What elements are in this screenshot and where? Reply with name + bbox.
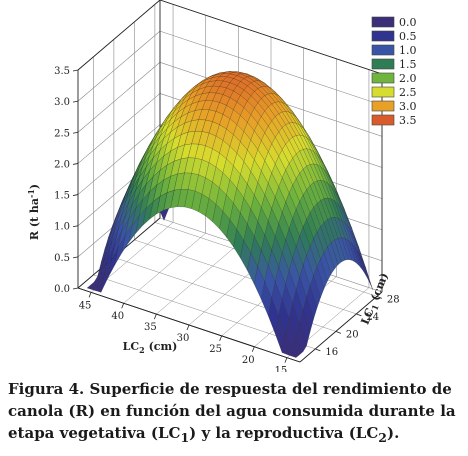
x-tick-label: 20	[242, 355, 255, 366]
x-tick-label: 25	[209, 344, 222, 355]
y-tick-mark	[376, 296, 383, 299]
figure-caption: Figura 4. Superficie de respuesta del re…	[8, 378, 460, 449]
legend-swatch	[371, 114, 395, 126]
box-edge	[159, 0, 383, 75]
x-axis-label: LC2 (cm)	[123, 340, 178, 355]
x-tick-label: 15	[275, 366, 288, 372]
x-tick-mark	[153, 313, 157, 320]
caption-subscript-2: 2	[378, 430, 387, 445]
caption-text-3: ).	[386, 424, 400, 442]
legend-swatch	[371, 16, 395, 28]
x-tick-label: 35	[144, 322, 157, 333]
box-edge	[77, 0, 161, 71]
response-surface	[86, 71, 374, 358]
legend-label: 2.0	[399, 72, 417, 85]
legend-swatch	[371, 86, 395, 98]
surface-patch	[358, 253, 370, 283]
x-tick-mark	[88, 292, 92, 298]
z-tick-label: 1.0	[54, 222, 70, 233]
x-tick-mark	[121, 303, 125, 309]
caption-text-2: ) y la reproductiva (LC	[189, 424, 379, 442]
caption-subscript-1: 1	[180, 430, 190, 445]
side-grid-line	[77, 93, 161, 164]
z-tick-label: 1.5	[54, 191, 70, 202]
chart-canvas: 0.00.51.01.52.02.53.03.54540353025201516…	[26, 0, 417, 372]
surface-chart: 0.0 0.5 1.0 1.5 2.0 2.5 3.0 3.5 45 40 35 30 25 20 15 16…	[26, 0, 417, 372]
legend-label: 2.5	[399, 86, 417, 99]
z-tick-label: 0.0	[54, 284, 70, 295]
x-tick-label: 45	[79, 300, 92, 311]
y-tick-label: 28	[387, 294, 400, 305]
legend-label: 3.5	[399, 114, 417, 127]
surface-patch	[288, 352, 300, 358]
x-tick-mark	[284, 357, 288, 363]
z-axis-label: R (t ha-1)	[26, 184, 41, 240]
y-tick-mark	[335, 331, 342, 334]
legend-swatch	[371, 44, 395, 56]
x-tick-mark	[186, 324, 190, 331]
axis-ticks: 0.0 0.5 1.0 1.5 2.0 2.5 3.0 3.5 45 40 35 30 25 20 15 16…	[54, 66, 400, 372]
z-tick-label: 3.5	[54, 66, 70, 77]
x-tick-label: 30	[177, 333, 190, 344]
y-tick-mark	[315, 348, 321, 352]
legend-label: 1.5	[399, 58, 417, 71]
z-tick-label: 0.5	[54, 253, 70, 264]
y-tick-label: 20	[346, 329, 359, 340]
legend-swatch	[371, 58, 395, 70]
z-tick-mark	[72, 100, 79, 103]
floor-grid-line	[123, 233, 206, 304]
legend-swatch	[371, 72, 395, 84]
z-tick-mark	[72, 163, 79, 165]
legend-label: 0.0	[399, 16, 417, 29]
z-tick-label: 3.0	[54, 97, 70, 108]
y-tick-label: 24	[366, 312, 379, 323]
caption-text: Superficie de respuesta del rendimiento …	[8, 380, 456, 442]
z-tick-label: 2.5	[54, 128, 70, 139]
legend-swatch	[371, 30, 395, 42]
legend-label: 1.0	[399, 44, 417, 57]
legend-label: 3.0	[399, 100, 417, 113]
side-grid-line	[77, 62, 161, 133]
z-tick-mark	[72, 194, 79, 196]
y-tick-label: 16	[325, 347, 338, 358]
x-tick-label: 40	[111, 311, 124, 322]
z-tick-mark	[72, 225, 79, 228]
side-grid-line	[77, 30, 161, 102]
legend: 0.00.51.01.52.02.53.03.5	[371, 16, 417, 127]
box-edge	[299, 291, 383, 363]
z-tick-label: 2.0	[54, 159, 70, 170]
x-tick-mark	[219, 335, 223, 342]
side-grid-line	[77, 124, 161, 195]
floor-grid-line	[156, 243, 239, 315]
y-tick-mark	[356, 313, 362, 317]
x-tick-mark	[251, 346, 255, 352]
legend-swatch	[371, 100, 395, 112]
legend-label: 0.5	[399, 30, 417, 43]
z-tick-mark	[72, 287, 79, 290]
z-tick-mark	[72, 131, 79, 134]
z-tick-mark	[72, 256, 79, 259]
caption-title: Figura 4.	[8, 380, 85, 398]
z-tick-mark	[72, 69, 79, 72]
